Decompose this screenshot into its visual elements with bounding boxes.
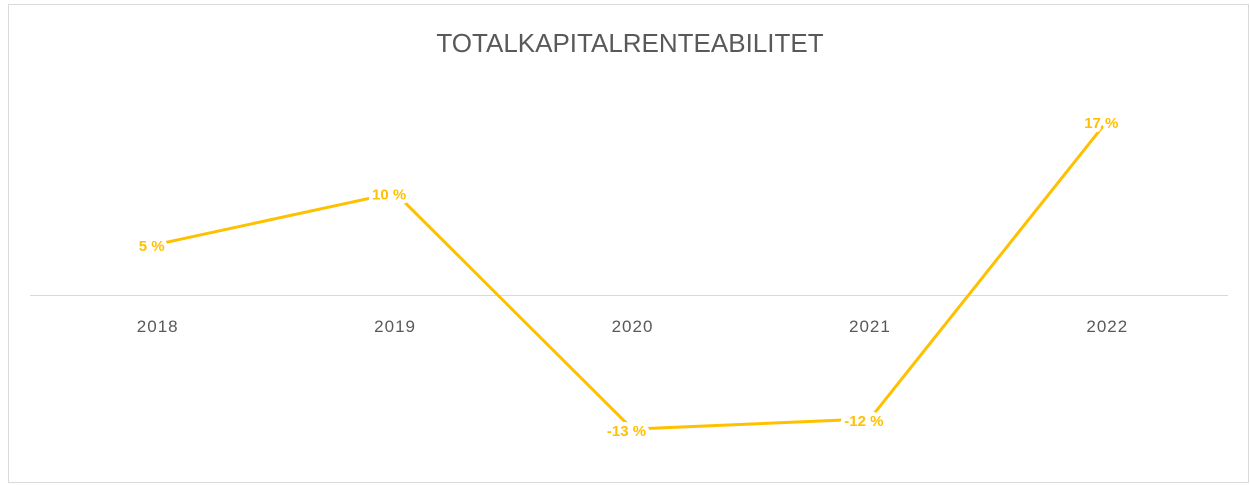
chart-title: TOTALKAPITALRENTEABILITET bbox=[436, 28, 823, 58]
x-tick-label: 2022 bbox=[1086, 317, 1128, 336]
data-label: -12 % bbox=[844, 413, 883, 430]
data-label: -13 % bbox=[607, 423, 646, 440]
x-tick-label: 2018 bbox=[137, 317, 179, 336]
x-tick-label: 2021 bbox=[849, 317, 891, 336]
series-line bbox=[157, 119, 1109, 431]
x-tick-label: 2019 bbox=[374, 317, 416, 336]
data-label: 10 % bbox=[372, 187, 406, 204]
chart-frame bbox=[8, 4, 1249, 483]
x-tick-label: 2020 bbox=[612, 317, 654, 336]
data-label: 17 % bbox=[1084, 115, 1118, 132]
data-label: 5 % bbox=[139, 238, 165, 255]
